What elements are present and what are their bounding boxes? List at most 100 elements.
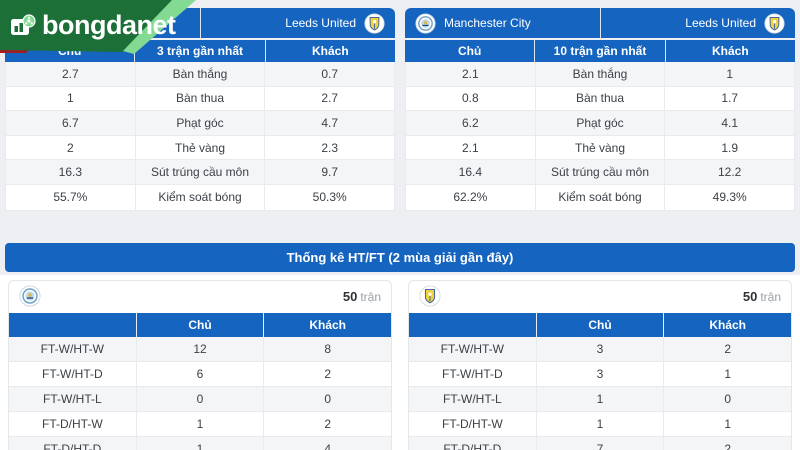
stat-label: Thẻ vàng bbox=[534, 135, 665, 160]
home-value: 16.3 bbox=[58, 165, 83, 180]
bongdanet-logo-icon bbox=[10, 13, 36, 38]
team-bar: Manchester City Leeds United bbox=[405, 8, 795, 38]
stat-row-yellow-cards: 2.1 Thẻ vàng 1.9 bbox=[406, 135, 794, 161]
stat-label: Kiểm soát bóng bbox=[534, 184, 665, 210]
away-value: 1.7 bbox=[664, 86, 794, 111]
leeds-united-badge-icon bbox=[419, 285, 441, 307]
recent-stats-section: Leeds United Chủ 3 trận gần nhất Khách 2… bbox=[0, 0, 800, 275]
result-label: FT-D/HT-W bbox=[42, 417, 103, 431]
away-value: 50.3% bbox=[264, 184, 394, 210]
col-away: Khách bbox=[263, 313, 391, 337]
col-result-label bbox=[409, 313, 536, 337]
htft-section: 50 trận Chủ Khách FT-W/HT-W 12 8 FT-W/HT-… bbox=[0, 275, 800, 450]
htft-row-ftd-htd: FT-D/HT-D 7 2 bbox=[409, 437, 791, 450]
stat-label: Sút trúng cầu môn bbox=[534, 160, 665, 184]
htft-row-ftw-htl: FT-W/HT-L 0 0 bbox=[9, 387, 391, 412]
home-value: 2.1 bbox=[461, 140, 479, 155]
away-value: 2.7 bbox=[264, 86, 394, 111]
leeds-united-badge-icon bbox=[364, 12, 385, 34]
away-team-name: Leeds United bbox=[685, 16, 756, 30]
away-value: 1.9 bbox=[664, 135, 794, 160]
htft-row-ftw-htd: FT-W/HT-D 3 1 bbox=[409, 362, 791, 387]
stat-row-possession: 62.2% Kiểm soát bóng 49.3% bbox=[406, 184, 794, 210]
col-home: Chủ bbox=[535, 313, 664, 337]
htft-columns-header: Chủ Khách bbox=[9, 313, 391, 337]
result-label: FT-W/HT-W bbox=[440, 342, 504, 356]
htft-card-header: 50 trận bbox=[9, 281, 391, 311]
away-value: 2 bbox=[263, 412, 391, 436]
col-away: Khách bbox=[663, 313, 791, 337]
away-value: 9.7 bbox=[264, 160, 394, 184]
htft-table-body: FT-W/HT-W 3 2 FT-W/HT-D 3 1 FT-W/HT-L 1 … bbox=[409, 337, 791, 450]
result-label: FT-W/HT-D bbox=[42, 367, 103, 381]
home-value: 62.2% bbox=[453, 190, 488, 205]
home-value: 6.2 bbox=[461, 115, 479, 130]
home-value: 6.7 bbox=[61, 115, 79, 130]
htft-row-ftw-htd: FT-W/HT-D 6 2 bbox=[9, 362, 391, 387]
htft-section-banner: Thống kê HT/FT (2 mùa giải gần đây) bbox=[5, 242, 795, 272]
htft-row-ftd-htd: FT-D/HT-D 1 4 bbox=[9, 437, 391, 450]
home-value: 3 bbox=[535, 362, 664, 386]
home-value: 0 bbox=[135, 387, 264, 411]
matches-count: 50 trận bbox=[342, 288, 381, 304]
away-value: 1 bbox=[664, 62, 794, 86]
stat-label: Bàn thắng bbox=[534, 62, 665, 86]
away-value: 2 bbox=[663, 437, 791, 450]
home-value: 6 bbox=[135, 362, 264, 386]
recent-form-card-right: Manchester City Leeds United Chủ 10 trận… bbox=[405, 8, 795, 211]
stat-label: Bàn thua bbox=[134, 86, 265, 111]
manchester-city-badge-icon bbox=[19, 285, 41, 307]
away-value: 1 bbox=[663, 362, 791, 386]
away-team-name: Leeds United bbox=[285, 16, 356, 30]
leeds-united-badge-icon bbox=[764, 12, 785, 34]
away-value: 0 bbox=[663, 387, 791, 411]
col-away: Khách bbox=[264, 40, 395, 62]
result-label: FT-D/HT-D bbox=[443, 442, 502, 450]
away-value: 4.7 bbox=[264, 111, 394, 135]
stat-label: Phạt góc bbox=[134, 111, 265, 135]
col-home: Chủ bbox=[135, 313, 264, 337]
away-value: 0.7 bbox=[264, 62, 394, 86]
htft-row-ftw-htw: FT-W/HT-W 12 8 bbox=[9, 337, 391, 362]
home-value: 16.4 bbox=[458, 165, 483, 180]
result-label: FT-W/HT-W bbox=[40, 342, 104, 356]
htft-card-header: 50 trận bbox=[409, 281, 791, 311]
htft-columns-header: Chủ Khách bbox=[409, 313, 791, 337]
away-value: 4.1 bbox=[664, 111, 794, 135]
home-team-name: Manchester City bbox=[444, 16, 531, 30]
stat-row-goals-conceded: 0.8 Bàn thua 1.7 bbox=[406, 86, 794, 112]
stats-table-body: 2.1 Bàn thắng 1 0.8 Bàn thua 1.7 6.2 Phạ… bbox=[405, 62, 795, 211]
home-value: 1 bbox=[66, 91, 74, 106]
home-value: 12 bbox=[135, 337, 264, 361]
away-team-slot: Leeds United bbox=[199, 8, 396, 38]
home-value: 3 bbox=[535, 337, 664, 361]
stat-row-goals-conceded: 1 Bàn thua 2.7 bbox=[6, 86, 394, 112]
away-value: 0 bbox=[263, 387, 391, 411]
site-logo[interactable]: bongdanet bbox=[0, 0, 198, 58]
result-label: FT-W/HT-L bbox=[443, 392, 502, 406]
stat-label: Bàn thắng bbox=[134, 62, 265, 86]
away-value: 2 bbox=[663, 337, 791, 361]
home-value: 1 bbox=[535, 412, 664, 436]
stat-label: Sút trúng cầu môn bbox=[134, 160, 265, 184]
htft-card-leeds: 50 trận Chủ Khách FT-W/HT-W 3 2 FT-W/HT-D… bbox=[408, 280, 792, 450]
away-value: 1 bbox=[663, 412, 791, 436]
stat-row-corners: 6.2 Phạt góc 4.1 bbox=[406, 111, 794, 136]
stats-table-body: 2.7 Bàn thắng 0.7 1 Bàn thua 2.7 6.7 Phạ… bbox=[5, 62, 395, 211]
home-value: 1 bbox=[135, 412, 264, 436]
stat-row-shots-on-target: 16.3 Sút trúng cầu môn 9.7 bbox=[6, 160, 394, 185]
home-value: 2.1 bbox=[461, 66, 479, 81]
htft-table-body: FT-W/HT-W 12 8 FT-W/HT-D 6 2 FT-W/HT-L 0… bbox=[9, 337, 391, 450]
stat-label: Thẻ vàng bbox=[134, 135, 265, 160]
stat-label: Phạt góc bbox=[534, 111, 665, 135]
stat-row-goals-scored: 2.1 Bàn thắng 1 bbox=[406, 62, 794, 87]
col-home: Chủ bbox=[458, 44, 482, 58]
matches-count: 50 trận bbox=[742, 288, 781, 304]
col-period: 10 trận gần nhất bbox=[534, 40, 664, 62]
result-label: FT-W/HT-L bbox=[43, 392, 102, 406]
result-label: FT-W/HT-D bbox=[442, 367, 503, 381]
away-value: 2.3 bbox=[264, 135, 394, 160]
home-value: 7 bbox=[535, 437, 664, 450]
logo-text: bongdanet bbox=[42, 10, 176, 40]
away-value: 49.3% bbox=[664, 184, 794, 210]
